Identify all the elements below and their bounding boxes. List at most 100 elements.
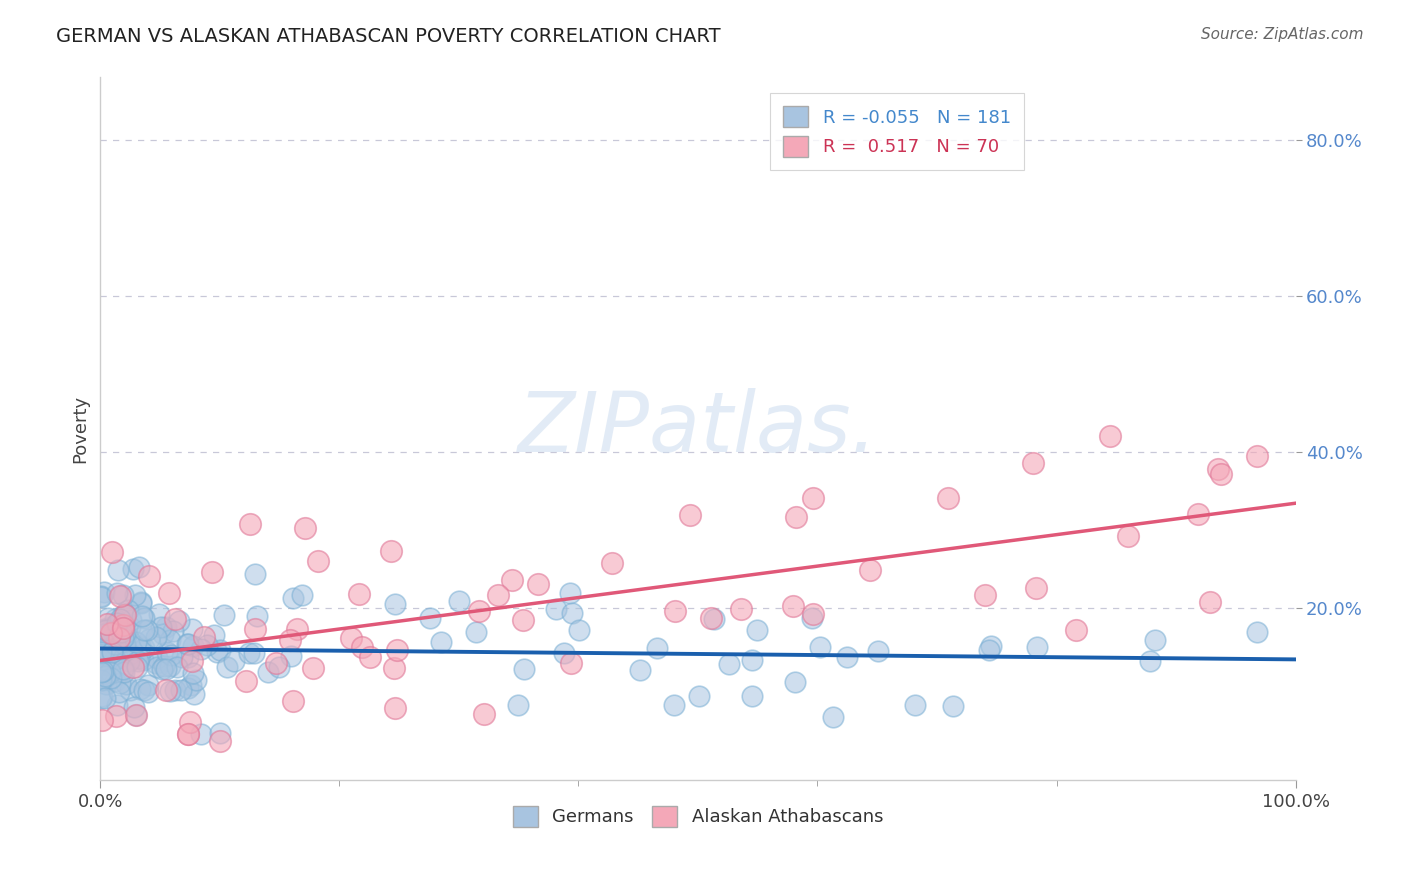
Point [180,678,202,692]
Point [246,609,269,624]
Point [105,616,128,631]
Point [501,573,523,587]
Point [91,665,114,679]
Point [512,613,534,627]
Point [138,632,160,646]
Point [93,629,115,643]
Point [107,563,129,577]
Point [132,653,155,667]
Point [243,646,266,660]
Point [302,661,325,675]
Point [107,684,129,698]
Point [1211,467,1233,482]
Point [340,631,363,645]
Point [560,656,582,670]
Point [155,662,177,676]
Point [131,596,153,610]
Point [117,603,139,617]
Point [527,577,550,591]
Point [91,627,114,641]
Point [128,650,150,665]
Point [162,624,184,638]
Point [183,687,205,701]
Point [96,621,118,635]
Point [449,594,471,608]
Point [118,654,141,668]
Point [104,637,127,651]
Point [96,624,118,638]
Point [163,612,186,626]
Point [387,643,409,657]
Point [104,612,127,626]
Point [239,517,262,532]
Y-axis label: Poverty: Poverty [72,394,89,463]
Point [350,640,373,654]
Point [136,623,159,637]
Point [785,509,807,524]
Point [180,623,202,637]
Point [165,683,187,698]
Point [235,674,257,689]
Point [243,566,266,581]
Point [419,611,441,625]
Point [125,634,148,648]
Point [131,608,153,623]
Point [291,588,314,602]
Point [145,630,167,644]
Point [94,641,117,656]
Point [703,612,725,626]
Point [107,651,129,665]
Point [155,683,177,698]
Point [1021,456,1043,470]
Point [118,683,141,698]
Point [94,658,117,673]
Point [177,681,200,695]
Point [474,707,496,722]
Point [177,650,200,665]
Point [118,620,141,634]
Point [101,620,124,634]
Point [91,666,114,681]
Point [193,630,215,644]
Point [269,660,291,674]
Point [980,640,1002,654]
Point [156,644,179,658]
Point [717,657,740,671]
Point [104,674,127,689]
Point [1139,654,1161,668]
Point [159,659,181,673]
Point [150,662,173,676]
Point [90,624,112,638]
Point [118,647,141,661]
Point [97,643,120,657]
Point [107,624,129,638]
Point [801,611,824,625]
Point [90,673,112,687]
Point [283,591,305,606]
Point [90,591,112,605]
Point [278,633,301,648]
Point [128,640,150,654]
Point [115,628,138,642]
Point [132,610,155,624]
Point [384,701,406,715]
Point [120,613,142,627]
Point [782,599,804,613]
Point [664,604,686,618]
Point [134,682,156,697]
Text: Source: ZipAtlas.com: Source: ZipAtlas.com [1201,27,1364,42]
Point [238,646,260,660]
Point [285,622,308,636]
Point [801,607,824,621]
Point [104,652,127,666]
Point [122,660,145,674]
Point [783,675,806,690]
Point [96,617,118,632]
Point [159,633,181,648]
Point [124,588,146,602]
Point [129,644,152,658]
Point [90,665,112,680]
Point [100,671,122,685]
Point [115,677,138,691]
Point [747,624,769,638]
